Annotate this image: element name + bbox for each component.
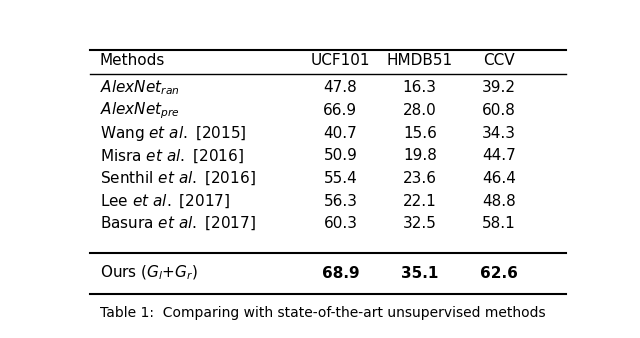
Text: $AlexNet_{pre}$: $AlexNet_{pre}$ — [100, 100, 180, 121]
Text: Senthil $et\ al.$ [2016]: Senthil $et\ al.$ [2016] — [100, 170, 255, 187]
Text: 39.2: 39.2 — [482, 80, 516, 95]
Text: 60.3: 60.3 — [323, 216, 357, 231]
Text: 55.4: 55.4 — [324, 171, 357, 186]
Text: CCV: CCV — [483, 53, 515, 68]
Text: Table 1:  Comparing with state-of-the-art unsupervised methods: Table 1: Comparing with state-of-the-art… — [100, 306, 545, 320]
Text: 44.7: 44.7 — [483, 148, 516, 163]
Text: 35.1: 35.1 — [401, 266, 438, 281]
Text: 19.8: 19.8 — [403, 148, 436, 163]
Text: 15.6: 15.6 — [403, 126, 436, 141]
Text: 62.6: 62.6 — [480, 266, 518, 281]
Text: Methods: Methods — [100, 53, 165, 68]
Text: $AlexNet_{ran}$: $AlexNet_{ran}$ — [100, 78, 179, 97]
Text: Basura $et\ al.$ [2017]: Basura $et\ al.$ [2017] — [100, 215, 256, 233]
Text: 50.9: 50.9 — [323, 148, 357, 163]
Text: Wang $et\ al.$ [2015]: Wang $et\ al.$ [2015] — [100, 124, 246, 143]
Text: HMDB51: HMDB51 — [387, 53, 453, 68]
Text: 48.8: 48.8 — [483, 194, 516, 209]
Text: 47.8: 47.8 — [324, 80, 357, 95]
Text: 40.7: 40.7 — [324, 126, 357, 141]
Text: 32.5: 32.5 — [403, 216, 436, 231]
Text: Misra $et\ al.$ [2016]: Misra $et\ al.$ [2016] — [100, 147, 244, 165]
Text: 23.6: 23.6 — [403, 171, 436, 186]
Text: 28.0: 28.0 — [403, 103, 436, 118]
Text: 34.3: 34.3 — [482, 126, 516, 141]
Text: 46.4: 46.4 — [482, 171, 516, 186]
Text: 60.8: 60.8 — [482, 103, 516, 118]
Text: UCF101: UCF101 — [310, 53, 370, 68]
Text: Ours ($G_l$+$G_r$): Ours ($G_l$+$G_r$) — [100, 264, 198, 283]
Text: 68.9: 68.9 — [321, 266, 359, 281]
Text: Lee $et\ al.$ [2017]: Lee $et\ al.$ [2017] — [100, 192, 230, 210]
Text: 66.9: 66.9 — [323, 103, 358, 118]
Text: 22.1: 22.1 — [403, 194, 436, 209]
Text: 56.3: 56.3 — [323, 194, 357, 209]
Text: 58.1: 58.1 — [483, 216, 516, 231]
Text: 16.3: 16.3 — [403, 80, 436, 95]
